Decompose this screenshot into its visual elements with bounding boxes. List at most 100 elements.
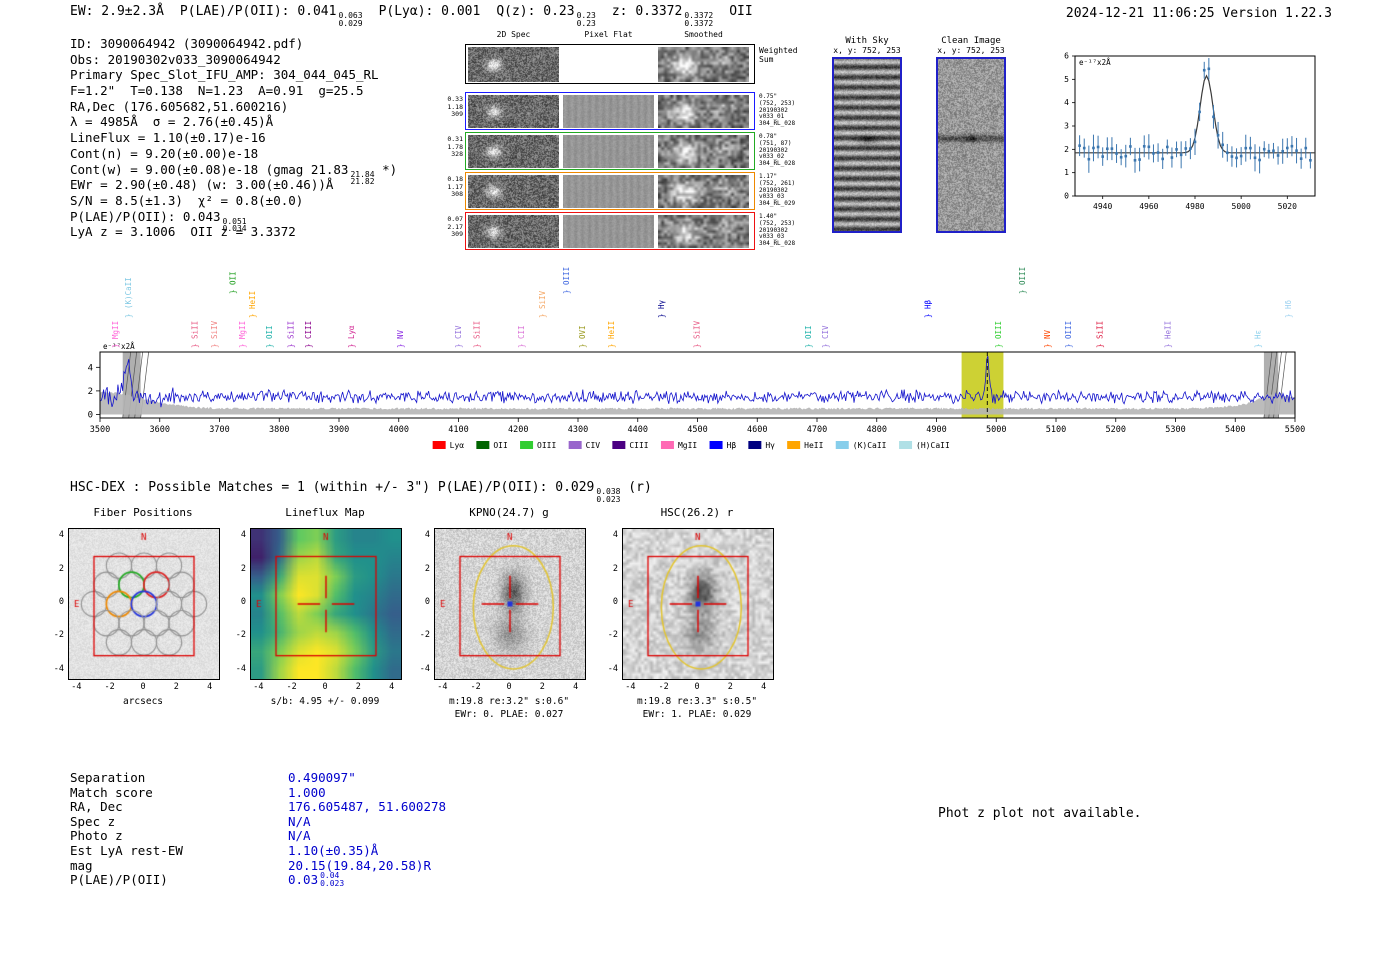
z-stack: 0.3372 0.3372 <box>684 12 713 27</box>
panel-0-xtick: 0 <box>140 682 146 692</box>
panel-image-fibers-0 <box>68 528 220 680</box>
info-line-10: S/N = 8.5(±1.3) χ² = 0.8(±0.0) <box>70 193 397 209</box>
match-value-4: N/A <box>288 828 311 844</box>
svg-text:e⁻¹⁷x2Å: e⁻¹⁷x2Å <box>1079 58 1111 67</box>
svg-text:} MgII: } MgII <box>111 321 120 348</box>
match-value-2: 176.605487, 51.600278 <box>288 799 447 815</box>
svg-text:5000: 5000 <box>986 425 1006 435</box>
panel-2-ytick: -2 <box>419 630 430 641</box>
svg-text:OIII: OIII <box>537 441 556 450</box>
svg-text:} Hδ: } Hδ <box>1284 299 1293 318</box>
svg-text:OII: OII <box>493 441 508 450</box>
panel-2-xlabel2: EWr: 0. PLAE: 0.027 <box>454 709 564 720</box>
svg-text:} CIII: } CIII <box>304 321 313 348</box>
cutout-row-4-left-labels: 0.07 2.17 309 <box>447 215 463 238</box>
smoothed-image-row1 <box>658 94 749 128</box>
cutout-row-1-border <box>465 92 755 130</box>
svg-text:3500: 3500 <box>90 425 110 435</box>
match-value-7: 0.03 <box>288 872 319 888</box>
cutout-row-4-border <box>465 212 755 250</box>
info-line-10-text: S/N = 8.5(±1.3) χ² = 0.8(±0.0) <box>70 192 304 208</box>
cutout-row-0-right-labels: Weighted Sum <box>759 46 798 64</box>
with-sky-panel: With Sky x, y: 752, 253 <box>832 36 902 233</box>
match-value-0: 0.490097" <box>288 770 356 785</box>
svg-text:0: 0 <box>88 410 93 420</box>
match-label-2: RA, Dec <box>70 799 123 815</box>
svg-text:} OIII: } OIII <box>1018 267 1027 294</box>
svg-text:0: 0 <box>1064 192 1069 201</box>
match-label-0: Separation <box>70 770 146 785</box>
hsc-plae-hi: 0.038 <box>596 487 621 496</box>
panel-3-xtick: 2 <box>727 682 733 692</box>
hsc-plae-stack: 0.038 0.023 <box>596 488 620 503</box>
panel-2-ytick: 0 <box>424 597 430 607</box>
svg-text:} HeII: } HeII <box>248 291 257 318</box>
svg-text:} OII: } OII <box>265 325 274 348</box>
svg-text:} SiIV: } SiIV <box>692 320 701 348</box>
2dspec-image-row2 <box>468 134 559 168</box>
info-line-4: RA,Dec (176.605682,51.600216) <box>70 99 397 115</box>
svg-text:} CIV: } CIV <box>821 325 830 348</box>
plae-main: P(LAE)/P(OII): 0.041 <box>179 4 337 19</box>
svg-text:4700: 4700 <box>807 425 827 435</box>
clean-image-title: Clean Image <box>941 36 1001 46</box>
svg-text:Hγ: Hγ <box>765 441 775 450</box>
plya-value: P(Lyα): 0.001 <box>378 4 481 19</box>
svg-text:3800: 3800 <box>269 425 289 435</box>
panel-1-ytick: 4 <box>240 530 246 541</box>
match-row-mag: mag 20.15(19.84,20.58)R <box>70 858 446 873</box>
panel-title-3: HSC(26.2) r <box>660 506 734 519</box>
svg-text:4: 4 <box>1064 98 1069 107</box>
svg-text:4300: 4300 <box>568 425 588 435</box>
cutout-row-2-border <box>465 132 755 170</box>
svg-text:5100: 5100 <box>1046 425 1066 435</box>
svg-text:3900: 3900 <box>329 425 349 435</box>
svg-text:5500: 5500 <box>1285 425 1305 435</box>
hsc-match-header: HSC-DEX : Possible Matches = 1 (within +… <box>70 480 652 503</box>
pixelflat-image-row0 <box>563 46 654 82</box>
panel-1-xtick: -2 <box>286 682 297 692</box>
panel-3-xlabel: m:19.8 re:3.3" s:0.5" <box>636 696 758 707</box>
info-line-8-stack: 21.84 21.82 <box>350 169 375 186</box>
z-lo: 0.3372 <box>684 18 714 28</box>
match-label-3: Spec z <box>70 813 116 829</box>
panel-3-xtick: 4 <box>761 682 767 692</box>
panel-1-ytick: 2 <box>240 563 246 574</box>
svg-text:} SiII: } SiII <box>1096 321 1105 348</box>
info-line-5-text: λ = 4985Å σ = 2.76(±0.45)Å <box>70 114 274 130</box>
svg-text:MgII: MgII <box>678 441 697 450</box>
cutout-row-1-right-labels: 0.75" (752, 253) 20190302 v033_01 304_RL_028 <box>759 93 796 128</box>
clean-image-panel: Clean Image x, y: 752, 253 <box>936 36 1006 233</box>
svg-text:HeII: HeII <box>804 441 823 450</box>
svg-text:CIV: CIV <box>586 441 601 450</box>
svg-text:Hβ: Hβ <box>727 441 737 450</box>
info-line-12-text: LyA z = 3.1006 OII z = 3.3372 <box>70 224 296 240</box>
cutout-row-2-right-labels: 0.78" (751, 87) 20190302 v033_02 304_RL_028 <box>759 133 796 168</box>
panel-3-xlabel2: EWr: 1. PLAE: 0.029 <box>642 709 752 720</box>
2dspec-image-row0 <box>468 46 559 82</box>
panel-title-0: Fiber Positions <box>93 506 193 519</box>
match-label-7: P(LAE)/P(OII) <box>70 872 168 888</box>
svg-text:(K)CaII: (K)CaII <box>853 441 887 450</box>
info-line-3: F=1.2" T=0.138 N=1.23 A=0.91 g=25.5 <box>70 83 397 99</box>
smoothed-image-row3 <box>658 174 749 208</box>
svg-text:4100: 4100 <box>448 425 468 435</box>
match-value-6: 20.15(19.84,20.58)R <box>288 857 431 873</box>
info-line-2-text: Primary Spec_Slot_IFU_AMP: 304_044_045_R… <box>70 67 379 83</box>
match-value-3: N/A <box>288 813 311 829</box>
qz-lo: 0.23 <box>576 18 596 28</box>
match-label-4: Photo z <box>70 828 123 844</box>
svg-text:} CII: } CII <box>517 325 526 348</box>
hsc-match-band: (r) <box>620 480 652 495</box>
hsc-plae-lo: 0.023 <box>596 494 621 504</box>
svg-text:} HeII: } HeII <box>1164 321 1173 348</box>
cutout-row-4-right-labels: 1.40" (752, 253) 20190302 v033_03 304_RL_028 <box>759 213 796 248</box>
2dspec-image-row1 <box>468 94 559 128</box>
info-line-1: Obs: 20190302v033_3090064942 <box>70 52 397 68</box>
match-row-spec-z: Spec z N/A <box>70 814 446 829</box>
panel-0-ytick: -4 <box>53 663 64 674</box>
match-value-5: 1.10(±0.35)Å <box>288 842 379 858</box>
svg-text:} OVI: } OVI <box>578 325 587 348</box>
svg-text:} SiII: } SiII <box>190 321 199 348</box>
